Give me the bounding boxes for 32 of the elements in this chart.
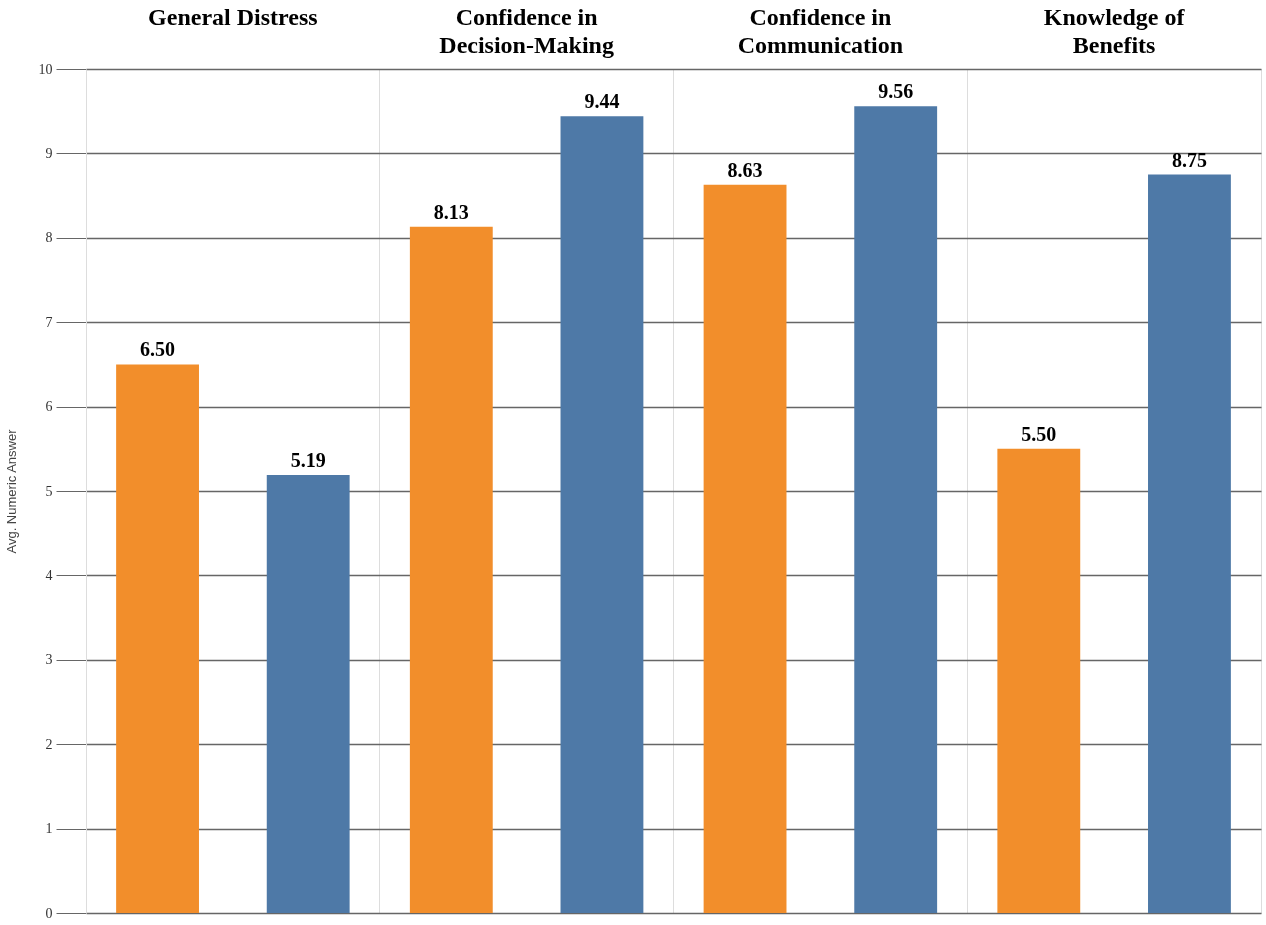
y-tick-label: 10 <box>38 61 53 77</box>
y-tick-label: 7 <box>45 314 53 330</box>
bar <box>116 364 199 913</box>
y-axis-title: Avg. Numeric Answer <box>3 428 19 554</box>
y-tick-label: 0 <box>45 905 53 921</box>
y-tick-label: 8 <box>45 230 53 246</box>
x-tick-label: Knowledge of Benefits <box>1043 3 1186 58</box>
y-tick-label: 9 <box>45 145 53 161</box>
data-label: 9.44 <box>584 90 620 113</box>
bar <box>703 184 787 913</box>
data-label: 5.19 <box>290 448 326 471</box>
x-tick-label: General Distress <box>148 3 318 30</box>
x-tick-label: Confidence in Decision-Making <box>439 3 614 58</box>
bar <box>1148 174 1231 913</box>
data-label: 8.75 <box>1171 148 1207 171</box>
data-label: 8.13 <box>433 200 469 223</box>
y-tick-label: 6 <box>45 399 53 415</box>
y-tick-label: 5 <box>45 483 53 499</box>
data-label: 8.63 <box>727 158 763 181</box>
bar <box>997 448 1081 913</box>
bar <box>560 116 644 913</box>
data-label: 6.50 <box>140 338 176 361</box>
bar <box>266 474 350 913</box>
data-label: 5.50 <box>1021 422 1057 445</box>
x-tick-label: Confidence in Communication <box>737 3 904 58</box>
y-tick-label: 2 <box>45 736 53 752</box>
bar <box>409 226 493 913</box>
bar <box>854 106 938 913</box>
y-tick-label: 1 <box>45 821 53 837</box>
data-label: 9.56 <box>878 80 914 103</box>
y-tick-label: 4 <box>45 567 53 583</box>
y-tick-label: 3 <box>45 652 53 668</box>
